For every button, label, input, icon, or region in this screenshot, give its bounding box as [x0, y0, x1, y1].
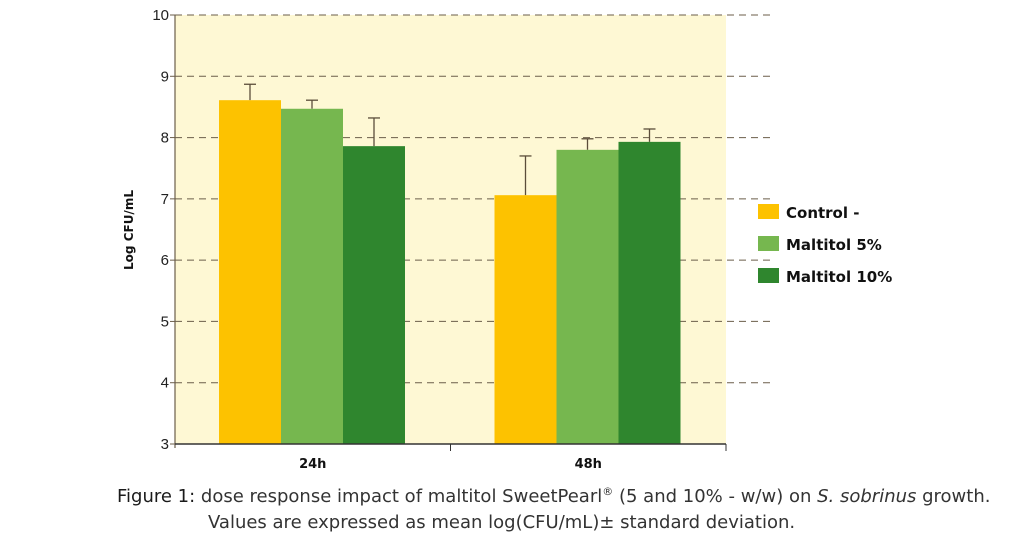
legend-label: Control -	[786, 204, 859, 222]
bar-24h-1	[281, 108, 343, 444]
y-tick-label: 9	[161, 68, 169, 85]
registered-mark: ®	[602, 485, 614, 498]
y-tick-label: 5	[161, 313, 169, 330]
caption-line-2: Values are expressed as mean log(CFU/mL)…	[208, 512, 796, 533]
x-tick-label: 48h	[575, 457, 602, 472]
caption-text: (5 and 10% - w/w) on	[613, 486, 818, 507]
y-tick-label: 4	[161, 375, 169, 392]
caption-text: growth.	[916, 486, 991, 507]
bar-chart: 3 4 5 6 7 8 9 10 24h 48h Log CFU/mL Control - Malt…	[122, 7, 892, 472]
bar-48h-0	[494, 195, 557, 444]
y-tick-label: 3	[161, 436, 169, 453]
bar-48h-1	[556, 149, 619, 445]
bar-24h-2	[343, 146, 405, 444]
figure-caption: Figure 1: dose response impact of maltit…	[117, 479, 990, 536]
legend-swatch	[758, 204, 779, 219]
legend-label: Maltitol 10%	[786, 268, 892, 286]
bar-48h-2	[618, 141, 681, 444]
caption-label: Figure 1:	[117, 486, 196, 507]
caption-species: S. sobrinus	[817, 486, 917, 507]
y-tick-label: 6	[161, 252, 169, 269]
x-tick-label: 24h	[299, 457, 326, 472]
y-axis-label: Log CFU/mL	[122, 190, 136, 270]
legend-label: Maltitol 5%	[786, 236, 882, 254]
caption-text: dose response impact of maltitol SweetPe…	[195, 486, 603, 507]
legend-swatch	[758, 236, 779, 251]
y-tick-label: 10	[152, 7, 169, 24]
legend-swatch	[758, 268, 779, 283]
bar-24h-0	[219, 100, 281, 445]
y-tick-label: 7	[161, 191, 169, 208]
y-tick-label: 8	[161, 130, 169, 147]
